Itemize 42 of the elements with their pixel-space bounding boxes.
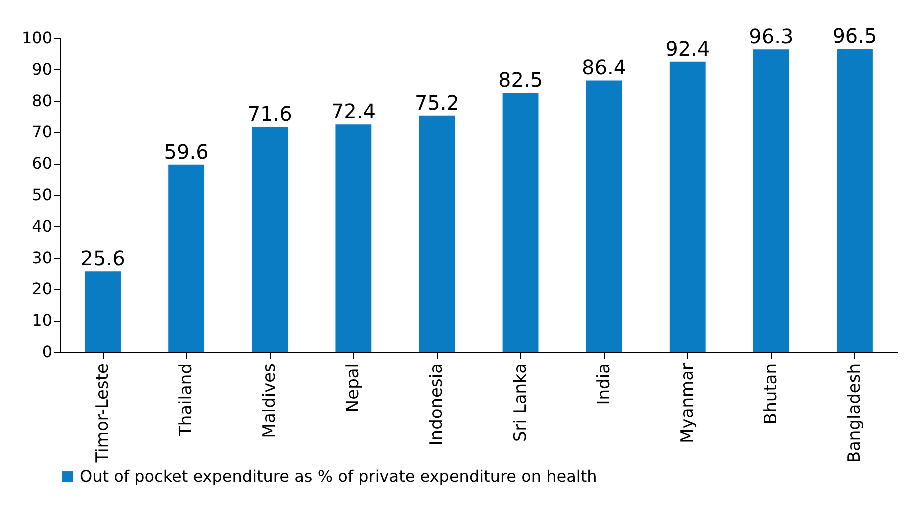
bar [252,127,288,352]
bar [419,116,456,352]
y-tick-label: 50 [32,186,52,204]
y-tick-label: 20 [32,280,52,299]
data-label: 82.5 [498,68,544,92]
x-tick-label: Nepal [344,364,364,413]
y-tick-label: 30 [32,248,52,268]
data-label: 96.5 [832,24,878,48]
y-tick-label: 100 [22,28,52,48]
data-label: 96.3 [749,24,794,49]
x-tick-label: Myanmar [678,363,698,444]
x-tick-label: Maldives [260,363,280,438]
data-label: 86.4 [582,56,627,80]
bar [502,92,539,352]
bar [85,272,121,352]
x-tick-label: Timor-Leste [93,364,114,464]
y-tick-label: 40 [32,216,52,236]
x-tick-label: Bangladesh [844,364,865,464]
bar [336,124,372,352]
data-label: 71.6 [248,102,292,126]
y-tick-label: 0 [42,342,52,362]
bar [586,80,622,352]
data-label: 59.6 [164,140,209,164]
x-tick-label: Thailand [176,364,197,438]
data-label: 75.2 [414,90,460,115]
bar [168,164,205,352]
y-tick-label: 70 [32,122,52,142]
x-tick-label: Bhutan [761,364,782,425]
y-tick-label: 90 [32,60,52,79]
bar [837,48,873,352]
x-tick-label: Sri Lanka [510,364,531,442]
bar [753,50,790,352]
data-label: 25.6 [80,246,126,271]
y-tick-label: 60 [32,154,52,174]
y-tick-label: 10 [32,311,52,330]
bar [670,62,706,352]
data-label: 72.4 [331,100,376,124]
y-tick-label: 80 [32,91,52,110]
data-label: 92.4 [666,36,710,61]
legend-label: Out of pocket expenditure as % of private expenditure on health [80,467,598,486]
x-tick-label: India [594,364,614,406]
x-tick-label: Indonesia [427,364,448,446]
